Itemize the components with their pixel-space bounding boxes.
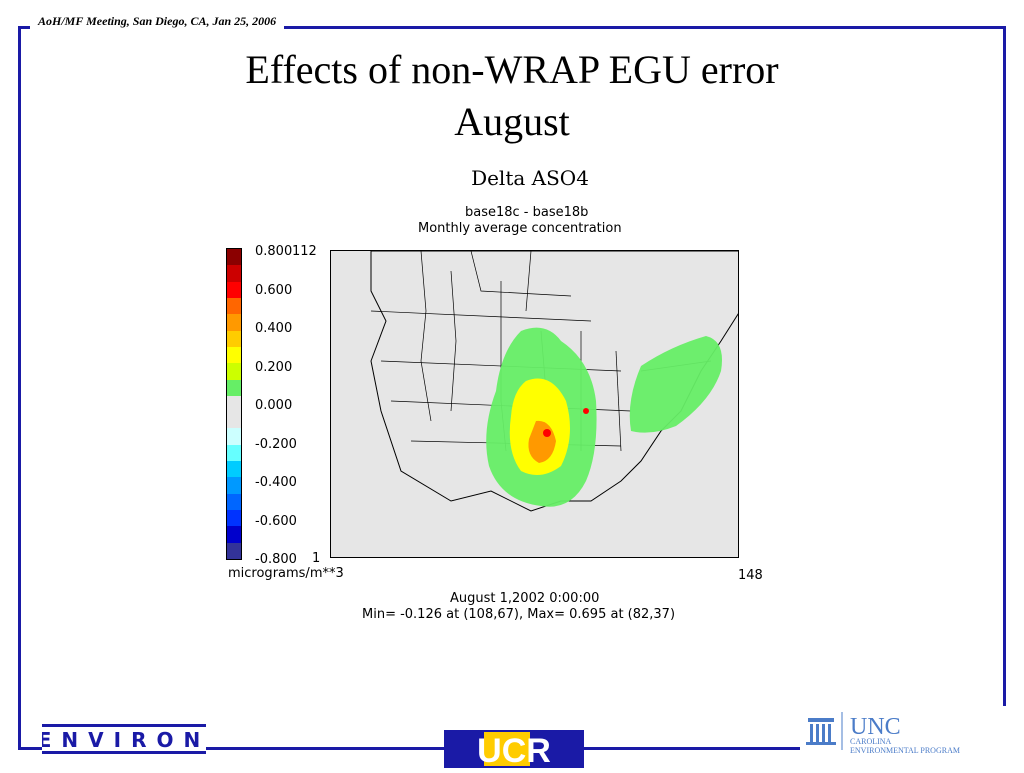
legend-swatch [227,265,241,283]
legend-label: -0.200 [255,436,297,452]
legend-label: 0.400 [255,321,293,336]
legend-swatch [227,346,241,364]
legend-swatch [227,281,241,299]
legend-label: 0.800 [255,244,293,259]
legend-swatch [227,249,241,266]
legend-swatch [227,412,241,429]
x-right-label: 148 [738,568,763,583]
legend-swatch [227,379,241,397]
legend-swatch [227,428,241,446]
unc-logo: UNC CAROLINA ENVIRONMENTAL PROGRAM [800,706,1006,756]
unc-sub1: CAROLINA [850,737,892,746]
map-graphic [331,251,738,557]
y-bottom-label: 1 [312,551,321,566]
legend-swatch [227,444,241,462]
plot-subtitle-2: Monthly average concentration [418,221,622,236]
legend-label: -0.600 [255,513,297,529]
unc-sub2: ENVIRONMENTAL PROGRAM [850,746,960,755]
minmax-label: Min= -0.126 at (108,67), Max= 0.695 at (… [362,607,676,622]
legend-swatch [227,314,241,332]
legend-label: 0.000 [255,398,293,413]
legend-label: 0.600 [255,282,293,298]
legend-swatch [227,363,241,381]
legend-swatch [227,542,241,560]
unc-text: UNC [850,714,901,740]
legend-swatch [227,297,241,315]
concentration-map [330,250,739,558]
legend-swatch [227,330,241,348]
plot-title: Delta ASO4 [471,166,589,190]
y-top-label: 112 [292,244,317,259]
plot-subtitle-1: base18c - base18b [465,205,589,220]
ucr-text: UCR [477,732,551,768]
legend-label: 0.200 [255,359,293,375]
legend-swatch [227,395,241,413]
well-icon [806,718,836,745]
ucr-logo: UCR [444,730,584,770]
legend-label: -0.800 [255,552,297,567]
legend-swatch [227,510,241,527]
legend-swatch [227,493,241,511]
environ-logo: ENVIRON [38,724,206,754]
slide-title: Effects of non-WRAP EGU error [245,47,779,92]
meeting-label: AoH/MF Meeting, San Diego, CA, Jan 25, 2… [30,14,285,29]
legend-label: -0.400 [255,475,297,490]
legend-swatch [227,526,241,544]
slide-subtitle: August [454,99,570,144]
legend-swatch [227,461,241,478]
legend-colorbar [226,248,242,560]
environ-text: ENVIRON [42,728,206,752]
date-label: August 1,2002 0:00:00 [450,591,600,606]
units-label: micrograms/m**3 [228,566,344,581]
legend-swatch [227,477,241,495]
